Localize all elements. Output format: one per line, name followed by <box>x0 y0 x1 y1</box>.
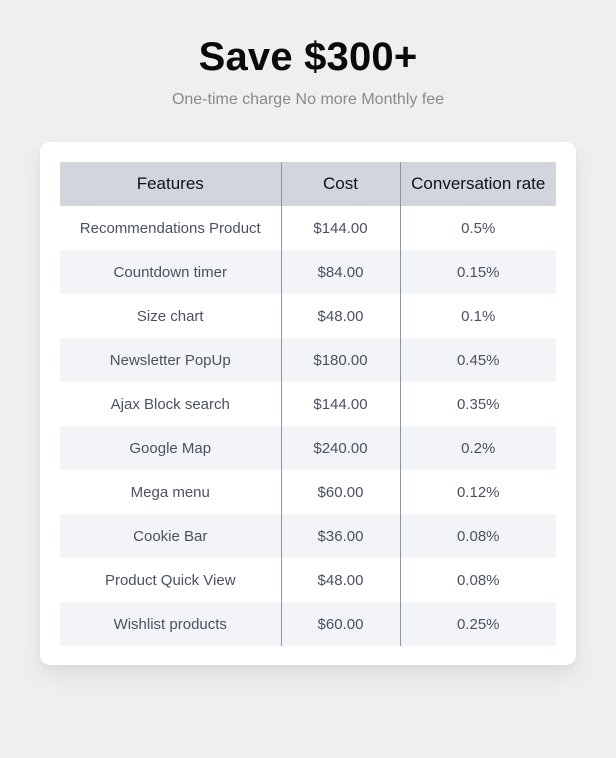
cost-cell: $144.00 <box>281 206 401 250</box>
table-row: Newsletter PopUp $180.00 0.45% <box>60 338 556 382</box>
table-row: Mega menu $60.00 0.12% <box>60 470 556 514</box>
cost-cell: $240.00 <box>281 426 401 470</box>
rate-cell: 0.25% <box>400 602 556 646</box>
cost-cell: $48.00 <box>281 558 401 602</box>
rate-cell: 0.08% <box>456 571 500 589</box>
feature-cell: Mega menu <box>60 470 282 514</box>
table-row: Google Map $240.00 0.2% <box>60 426 556 470</box>
cost-cell: $60.00 <box>281 470 401 514</box>
rate-cell: 0.12% <box>456 483 500 501</box>
feature-cell: Newsletter PopUp <box>60 338 282 382</box>
rate-cell: 0.35% <box>456 395 500 413</box>
cost-cell: $84.00 <box>281 250 401 294</box>
feature-cell: Google Map <box>60 426 282 470</box>
rate-cell: 0.15% <box>400 250 556 294</box>
rate-cell: 0.5% <box>461 219 496 237</box>
rate-cell: 0.45% <box>400 338 556 382</box>
table-row: Ajax Block search $144.00 0.35% <box>60 382 556 426</box>
rate-cell: 0.1% <box>461 307 496 325</box>
pricing-card: Features Cost Conversation rate Recommen… <box>40 142 576 665</box>
column-header-conversation-rate: Conversation rate <box>400 162 556 206</box>
rate-cell: 0.2% <box>400 426 556 470</box>
cost-cell: $48.00 <box>281 294 401 338</box>
feature-cell: Wishlist products <box>60 602 282 646</box>
cost-cell: $36.00 <box>281 514 401 558</box>
feature-cell: Product Quick View <box>60 558 282 602</box>
table-row: Countdown timer $84.00 0.15% <box>60 250 556 294</box>
features-table: Features Cost Conversation rate Recommen… <box>60 162 556 646</box>
cost-cell: $60.00 <box>281 602 401 646</box>
page-title: Save $300+ <box>198 35 418 79</box>
feature-cell: Cookie Bar <box>60 514 282 558</box>
cost-cell: $180.00 <box>281 338 401 382</box>
cost-cell: $144.00 <box>281 382 401 426</box>
feature-cell: Size chart <box>60 294 282 338</box>
table-row: Size chart $48.00 0.1% <box>60 294 556 338</box>
table-row: Cookie Bar $36.00 0.08% <box>60 514 556 558</box>
table-row: Wishlist products $60.00 0.25% <box>60 602 556 646</box>
rate-cell: 0.08% <box>400 514 556 558</box>
table-row: Product Quick View $48.00 0.08% <box>60 558 556 602</box>
column-header-cost: Cost <box>281 162 401 206</box>
feature-cell: Recommendations Product <box>60 206 282 250</box>
page-subtitle: One-time charge No more Monthly fee <box>171 91 445 108</box>
table-body: Recommendations Product $144.00 0.5% Cou… <box>60 206 556 646</box>
table-header-row: Features Cost Conversation rate <box>60 162 556 206</box>
feature-cell: Ajax Block search <box>60 382 282 426</box>
feature-cell: Countdown timer <box>60 250 282 294</box>
table-row: Recommendations Product $144.00 0.5% <box>60 206 556 250</box>
column-header-features: Features <box>60 162 282 206</box>
